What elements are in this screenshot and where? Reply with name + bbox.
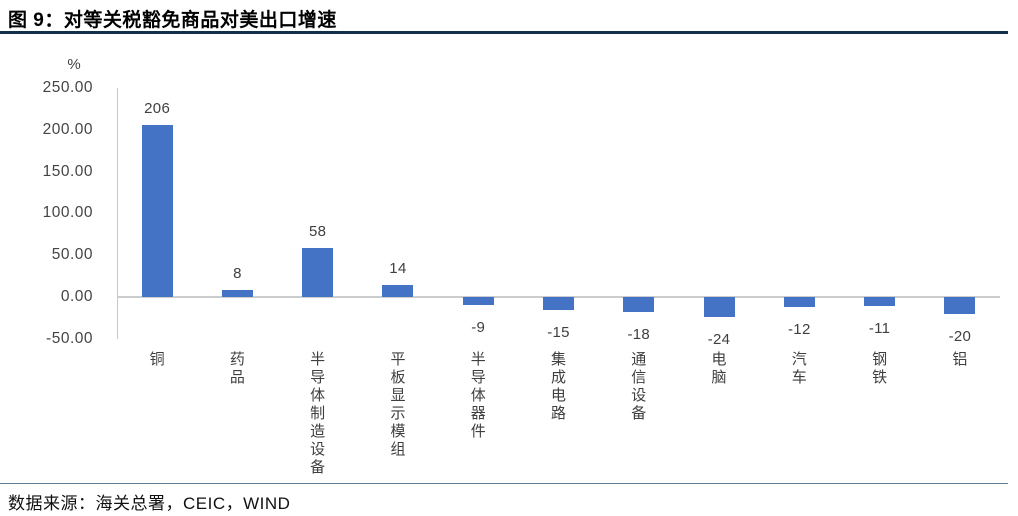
bar-value-label: -24 bbox=[707, 331, 731, 349]
bar bbox=[141, 124, 173, 297]
data-source: 数据来源：海关总署，CEIC，WIND bbox=[8, 494, 291, 513]
bar bbox=[783, 297, 815, 308]
bar bbox=[221, 290, 253, 297]
category-label: 半导体制造设备 bbox=[310, 352, 326, 476]
category-label: 药品 bbox=[229, 352, 245, 386]
bar bbox=[864, 297, 896, 307]
bar-value-label: 14 bbox=[389, 260, 407, 278]
category-label: 通信设备 bbox=[631, 352, 647, 422]
category-label: 电脑 bbox=[711, 352, 727, 386]
bar-value-label: 8 bbox=[233, 265, 242, 283]
bar bbox=[302, 248, 334, 297]
y-axis-line bbox=[117, 87, 119, 339]
bar-value-label: -18 bbox=[627, 326, 651, 344]
bar-value-label: -20 bbox=[948, 327, 972, 345]
bar-value-label: -11 bbox=[868, 320, 891, 338]
footer-divider bbox=[0, 483, 1008, 485]
bar bbox=[703, 297, 735, 318]
category-label: 铜 bbox=[149, 352, 165, 368]
category-label: 铝 bbox=[952, 352, 968, 368]
figure-title: 图 9：对等关税豁免商品对美出口增速 bbox=[8, 10, 337, 31]
bar bbox=[944, 297, 976, 314]
y-tick-label: 0.00 bbox=[60, 288, 93, 305]
bar-value-label: -15 bbox=[547, 323, 570, 341]
category-label: 集成电路 bbox=[550, 352, 566, 422]
title-divider bbox=[0, 31, 1008, 34]
category-label: 平板显示模组 bbox=[390, 352, 406, 458]
bar-value-label: -12 bbox=[788, 321, 811, 339]
y-tick-label: 150.00 bbox=[42, 162, 93, 180]
bar bbox=[382, 285, 414, 297]
bar bbox=[543, 297, 574, 310]
y-tick-label: 200.00 bbox=[42, 120, 93, 138]
category-label: 半导体器件 bbox=[470, 352, 486, 440]
y-tick-label: 100.00 bbox=[42, 204, 93, 222]
bar-value-label: -9 bbox=[471, 318, 486, 336]
y-axis-unit-label: % bbox=[67, 56, 81, 73]
category-label: 钢铁 bbox=[872, 352, 888, 386]
bar-value-label: 206 bbox=[144, 99, 171, 117]
bar bbox=[623, 297, 655, 313]
y-tick-label: 50.00 bbox=[51, 246, 93, 264]
bar-value-label: 58 bbox=[309, 223, 327, 241]
y-tick-label: 250.00 bbox=[42, 78, 93, 96]
y-tick-label: -50.00 bbox=[46, 329, 93, 347]
bar bbox=[462, 297, 494, 305]
category-label: 汽车 bbox=[791, 352, 807, 386]
